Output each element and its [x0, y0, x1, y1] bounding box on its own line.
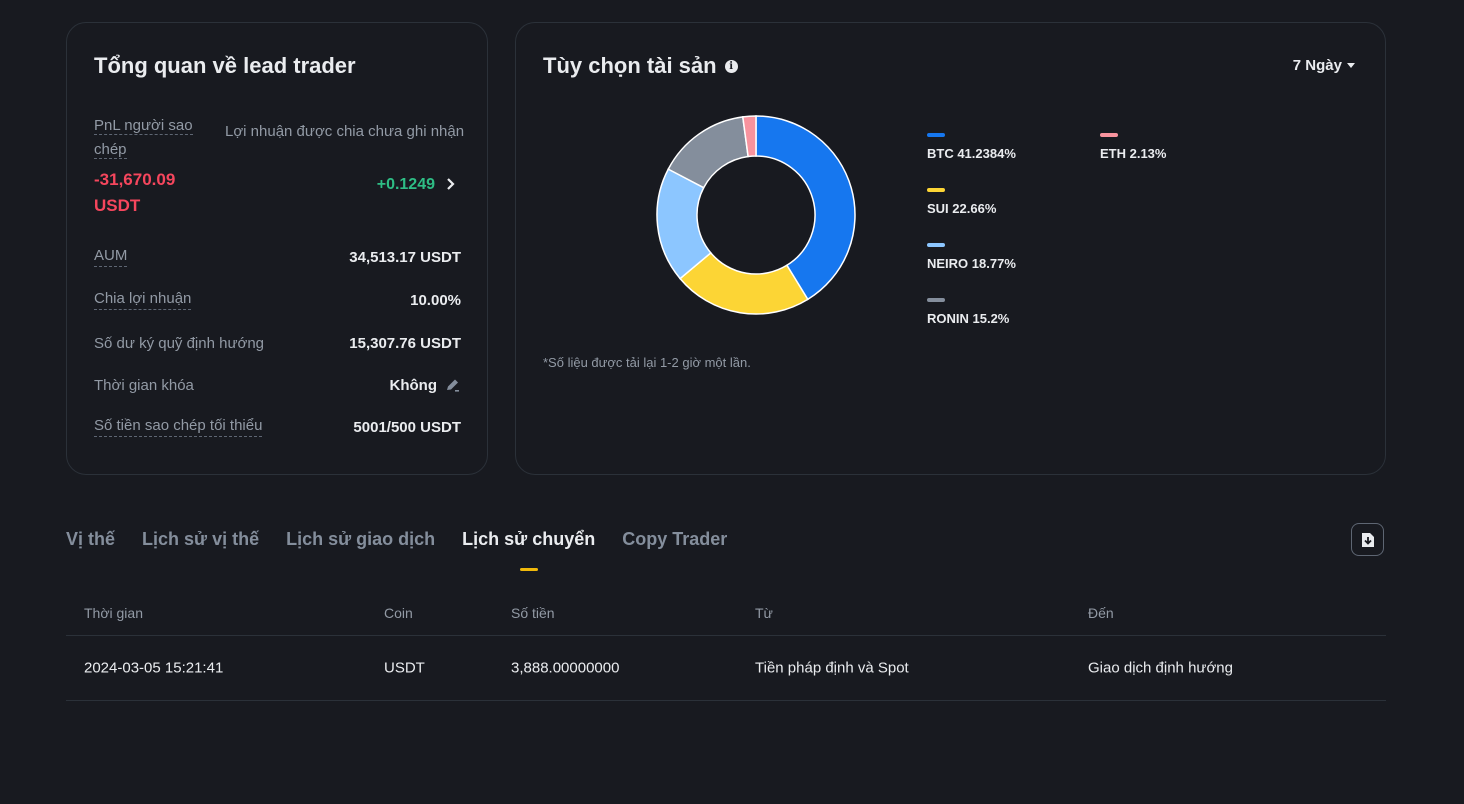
min-copy-value: 5001/500 USDT: [353, 418, 461, 436]
tab-transfer-history[interactable]: Lịch sử chuyển: [462, 529, 596, 571]
edit-icon[interactable]: [445, 377, 461, 393]
table-header: Thời gian Coin Số tiền Từ Đến: [66, 590, 1386, 636]
legend-swatch-sui: [927, 188, 945, 192]
legend-item-sui: SUI 22.66%: [927, 188, 996, 216]
min-copy-row: Số tiền sao chép tối thiểu 5001/500 USDT: [94, 415, 461, 439]
legend-label-eth: ETH 2.13%: [1100, 146, 1167, 161]
header-time: Thời gian: [84, 604, 143, 621]
copier-pnl-value: -31,670.09 USDT: [94, 170, 176, 215]
profit-share-value: 10.00%: [410, 291, 461, 309]
cell-time: 2024-03-05 15:21:41: [84, 659, 224, 677]
unrealized-profit-value: +0.1249: [376, 176, 435, 193]
refresh-note: *Số liệu được tải lại 1-2 giờ một lần.: [543, 355, 751, 370]
period-dropdown[interactable]: 7 Ngày: [1293, 57, 1355, 74]
download-button[interactable]: [1351, 523, 1384, 556]
lock-time-label: Thời gian khóa: [94, 376, 194, 394]
asset-donut-chart: [656, 115, 856, 315]
cell-to: Giao dịch định hướng: [1088, 659, 1233, 677]
lead-overview-title: Tổng quan về lead trader: [94, 53, 356, 78]
unrealized-profit-label: Lợi nhuận được chia chưa ghi nhận: [225, 123, 465, 140]
legend-item-btc: BTC 41.2384%: [927, 133, 1016, 161]
lock-time-row: Thời gian khóa Không: [94, 373, 461, 397]
legend-label-neiro: NEIRO 18.77%: [927, 256, 1016, 271]
donut-slice-eth[interactable]: [741, 115, 757, 158]
min-copy-label[interactable]: Số tiền sao chép tối thiểu: [94, 417, 263, 437]
asset-preference-card: Tùy chọn tài sản i 7 Ngày BTC 41.2384% S…: [515, 22, 1386, 475]
legend-label-btc: BTC 41.2384%: [927, 146, 1016, 161]
tab-positions[interactable]: Vị thế: [66, 529, 116, 549]
lock-time-value: Không: [389, 376, 437, 394]
donut-slice-btc[interactable]: [755, 115, 856, 301]
legend-item-neiro: NEIRO 18.77%: [927, 243, 1016, 271]
info-icon[interactable]: i: [724, 59, 738, 73]
margin-balance-row: Số dư ký quỹ định hướng 15,307.76 USDT: [94, 331, 461, 355]
lock-time-value-group: Không: [390, 377, 461, 394]
lead-overview-card: Tổng quan về lead trader PnL người sao c…: [66, 22, 488, 475]
legend-label-ronin: RONIN 15.2%: [927, 311, 1010, 326]
margin-balance-label: Số dư ký quỹ định hướng: [94, 334, 265, 352]
legend-swatch-ronin: [927, 298, 945, 302]
tab-copy-trader[interactable]: Copy Trader: [622, 529, 728, 549]
chevron-right-icon[interactable]: [445, 175, 457, 196]
caret-down-icon: [1347, 63, 1355, 68]
profit-share-row: Chia lợi nhuận 10.00%: [94, 288, 461, 312]
legend-swatch-eth: [1100, 133, 1118, 137]
copier-pnl-label[interactable]: PnL người sao chép: [94, 117, 193, 159]
header-coin: Coin: [384, 604, 413, 621]
margin-balance-value: 15,307.76 USDT: [349, 334, 461, 352]
header-amount: Số tiền: [511, 604, 555, 621]
legend-item-eth: ETH 2.13%: [1100, 133, 1166, 161]
aum-value: 34,513.17 USDT: [349, 248, 461, 266]
asset-preference-title-group: Tùy chọn tài sản i: [543, 53, 738, 79]
table-row: 2024-03-05 15:21:41 USDT 3,888.00000000 …: [66, 636, 1386, 701]
asset-preference-title: Tùy chọn tài sản: [543, 53, 717, 78]
tab-trade-history[interactable]: Lịch sử giao dịch: [286, 529, 436, 549]
aum-label[interactable]: AUM: [94, 247, 128, 267]
legend-swatch-neiro: [927, 243, 945, 247]
aum-row: AUM 34,513.17 USDT: [94, 245, 461, 269]
legend-label-sui: SUI 22.66%: [927, 201, 997, 216]
cell-amount: 3,888.00000000: [511, 659, 620, 677]
tab-position-history[interactable]: Lịch sử vị thế: [142, 529, 260, 549]
download-icon: [1361, 532, 1374, 547]
period-value: 7 Ngày: [1292, 57, 1342, 74]
transfer-history-table: Thời gian Coin Số tiền Từ Đến 2024-03-05…: [66, 590, 1386, 701]
cell-from: Tiền pháp định và Spot: [755, 659, 909, 677]
header-from: Từ: [755, 604, 773, 621]
legend-item-ronin: RONIN 15.2%: [927, 298, 1009, 326]
cell-coin: USDT: [384, 659, 425, 677]
header-to: Đến: [1088, 604, 1114, 621]
history-tabs: Vị thế Lịch sử vị thế Lịch sử giao dịch …: [66, 529, 754, 571]
legend-swatch-btc: [927, 133, 945, 137]
profit-share-label[interactable]: Chia lợi nhuận: [94, 290, 192, 310]
